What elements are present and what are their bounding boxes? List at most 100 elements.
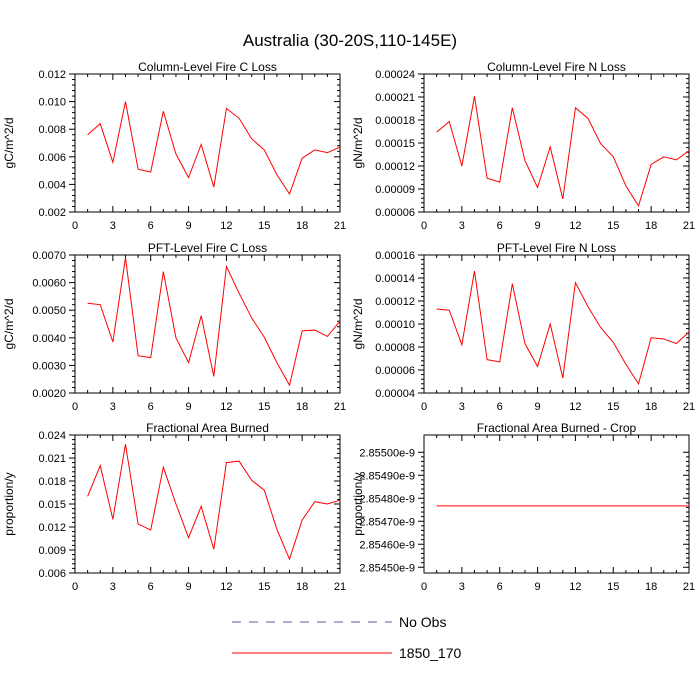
x-tick-label: 21 (334, 401, 346, 413)
y-tick-label: 0.0030 (32, 360, 66, 372)
x-tick-label: 9 (186, 220, 192, 232)
x-tick-label: 0 (72, 401, 78, 413)
y-tick-label: 0.0020 (32, 388, 66, 400)
y-tick-label: 0.00004 (375, 388, 415, 400)
x-tick-label: 3 (459, 220, 465, 232)
x-tick-label: 12 (220, 220, 232, 232)
x-tick-label: 3 (110, 581, 116, 593)
plot-frame (423, 434, 690, 574)
y-tick-label: 0.00010 (375, 319, 415, 331)
x-tick-label: 21 (683, 220, 695, 232)
panel-area-burned-crop: Fractional Area Burned - Crop proportion/… (351, 421, 695, 593)
y-tick-label: 0.00021 (375, 92, 415, 104)
panel-pft-c: PFT-Level Fire C Loss gC/m^2/d 0 3 6 9 12 15 18 2… (2, 241, 346, 413)
x-tick-label: 15 (258, 220, 270, 232)
y-tick-label: 0.008 (38, 124, 66, 136)
y-tick-label: 0.012 (38, 522, 66, 534)
x-tick-label: 6 (148, 220, 154, 232)
x-tick-label: 18 (645, 581, 657, 593)
x-tick-label: 9 (535, 581, 541, 593)
plot-frame (423, 73, 690, 213)
y-axis-label: gC/m^2/d (2, 299, 16, 350)
x-tick-label: 3 (459, 401, 465, 413)
x-tick-label: 6 (497, 220, 503, 232)
panel-title: Fractional Area Burned - Crop (477, 421, 637, 435)
x-tick-label: 18 (296, 401, 308, 413)
series-line (87, 444, 341, 561)
panel-column-c: Column-Level Fire C Loss gC/m^2/d 0 3 6 9 12 15… (2, 60, 346, 232)
y-tick-label: 0.018 (38, 476, 66, 488)
x-tick-label: 15 (258, 581, 270, 593)
x-tick-label: 9 (535, 401, 541, 413)
plot-frame (423, 254, 690, 394)
x-tick-label: 3 (110, 401, 116, 413)
legend-label-no-obs: No Obs (399, 614, 446, 630)
x-tick-label: 15 (607, 220, 619, 232)
x-tick-label: 18 (296, 220, 308, 232)
y-tick-label: 2.85470e-9 (359, 516, 415, 528)
x-tick-label: 9 (186, 401, 192, 413)
y-tick-label: 2.85460e-9 (359, 539, 415, 551)
plot-frame (74, 434, 341, 574)
y-tick-label: 0.006 (38, 568, 66, 580)
y-axis-label: gN/m^2/d (351, 118, 365, 169)
panel-pft-n: PFT-Level Fire N Loss gN/m^2/d 0 3 6 9 12 15 18 2… (351, 241, 695, 413)
x-tick-label: 21 (683, 581, 695, 593)
x-tick-label: 12 (569, 220, 581, 232)
x-tick-label: 0 (72, 581, 78, 593)
x-tick-label: 0 (72, 220, 78, 232)
y-tick-label: 0.00012 (375, 296, 415, 308)
y-tick-label: 0.00018 (375, 115, 415, 127)
y-tick-label: 0.002 (38, 207, 66, 219)
x-tick-label: 15 (607, 401, 619, 413)
x-tick-label: 0 (421, 401, 427, 413)
x-tick-label: 18 (645, 401, 657, 413)
x-tick-label: 6 (148, 581, 154, 593)
x-tick-label: 21 (334, 581, 346, 593)
y-tick-label: 2.85490e-9 (359, 470, 415, 482)
y-tick-label: 0.00024 (375, 69, 415, 81)
y-axis-label: gN/m^2/d (351, 299, 365, 350)
y-tick-label: 0.00016 (375, 250, 415, 262)
panel-title: PFT-Level Fire C Loss (148, 241, 267, 255)
y-tick-label: 0.021 (38, 453, 66, 465)
y-tick-label: 0.015 (38, 499, 66, 511)
y-tick-label: 0.00012 (375, 161, 415, 173)
y-axis-label: proportion/y (2, 472, 16, 535)
y-tick-label: 0.0050 (32, 305, 66, 317)
x-tick-label: 3 (459, 581, 465, 593)
y-tick-label: 0.004 (38, 179, 66, 191)
x-tick-label: 12 (220, 581, 232, 593)
x-tick-label: 12 (569, 581, 581, 593)
panel-title: Column-Level Fire C Loss (138, 60, 277, 74)
x-tick-label: 15 (258, 401, 270, 413)
legend-label-1850-170: 1850_170 (399, 645, 462, 661)
panel-title: PFT-Level Fire N Loss (497, 241, 616, 255)
x-tick-label: 0 (421, 220, 427, 232)
y-tick-label: 2.85450e-9 (359, 562, 415, 574)
x-tick-label: 18 (296, 581, 308, 593)
figure-title: Australia (30-20S,110-145E) (243, 31, 457, 50)
x-tick-label: 12 (569, 401, 581, 413)
x-tick-label: 21 (683, 401, 695, 413)
panel-column-n: Column-Level Fire N Loss gN/m^2/d 0 3 6 9 12 15… (351, 60, 695, 232)
x-tick-label: 3 (110, 220, 116, 232)
x-tick-label: 9 (186, 581, 192, 593)
panel-area-burned: Fractional Area Burned proportion/y 0 3 6 9 12… (2, 421, 346, 593)
y-tick-label: 0.00008 (375, 342, 415, 354)
x-tick-label: 18 (645, 220, 657, 232)
x-tick-label: 12 (220, 401, 232, 413)
y-tick-label: 0.024 (38, 430, 66, 442)
y-tick-label: 0.0040 (32, 333, 66, 345)
y-tick-label: 0.00006 (375, 365, 415, 377)
x-tick-label: 6 (148, 401, 154, 413)
x-tick-label: 6 (497, 401, 503, 413)
y-tick-label: 0.012 (38, 69, 66, 81)
plot-frame (74, 73, 341, 213)
series-line (87, 257, 341, 387)
x-tick-label: 15 (607, 581, 619, 593)
y-axis-label: proportion/y (351, 472, 365, 535)
series-line (436, 271, 690, 386)
y-tick-label: 0.0070 (32, 250, 66, 262)
